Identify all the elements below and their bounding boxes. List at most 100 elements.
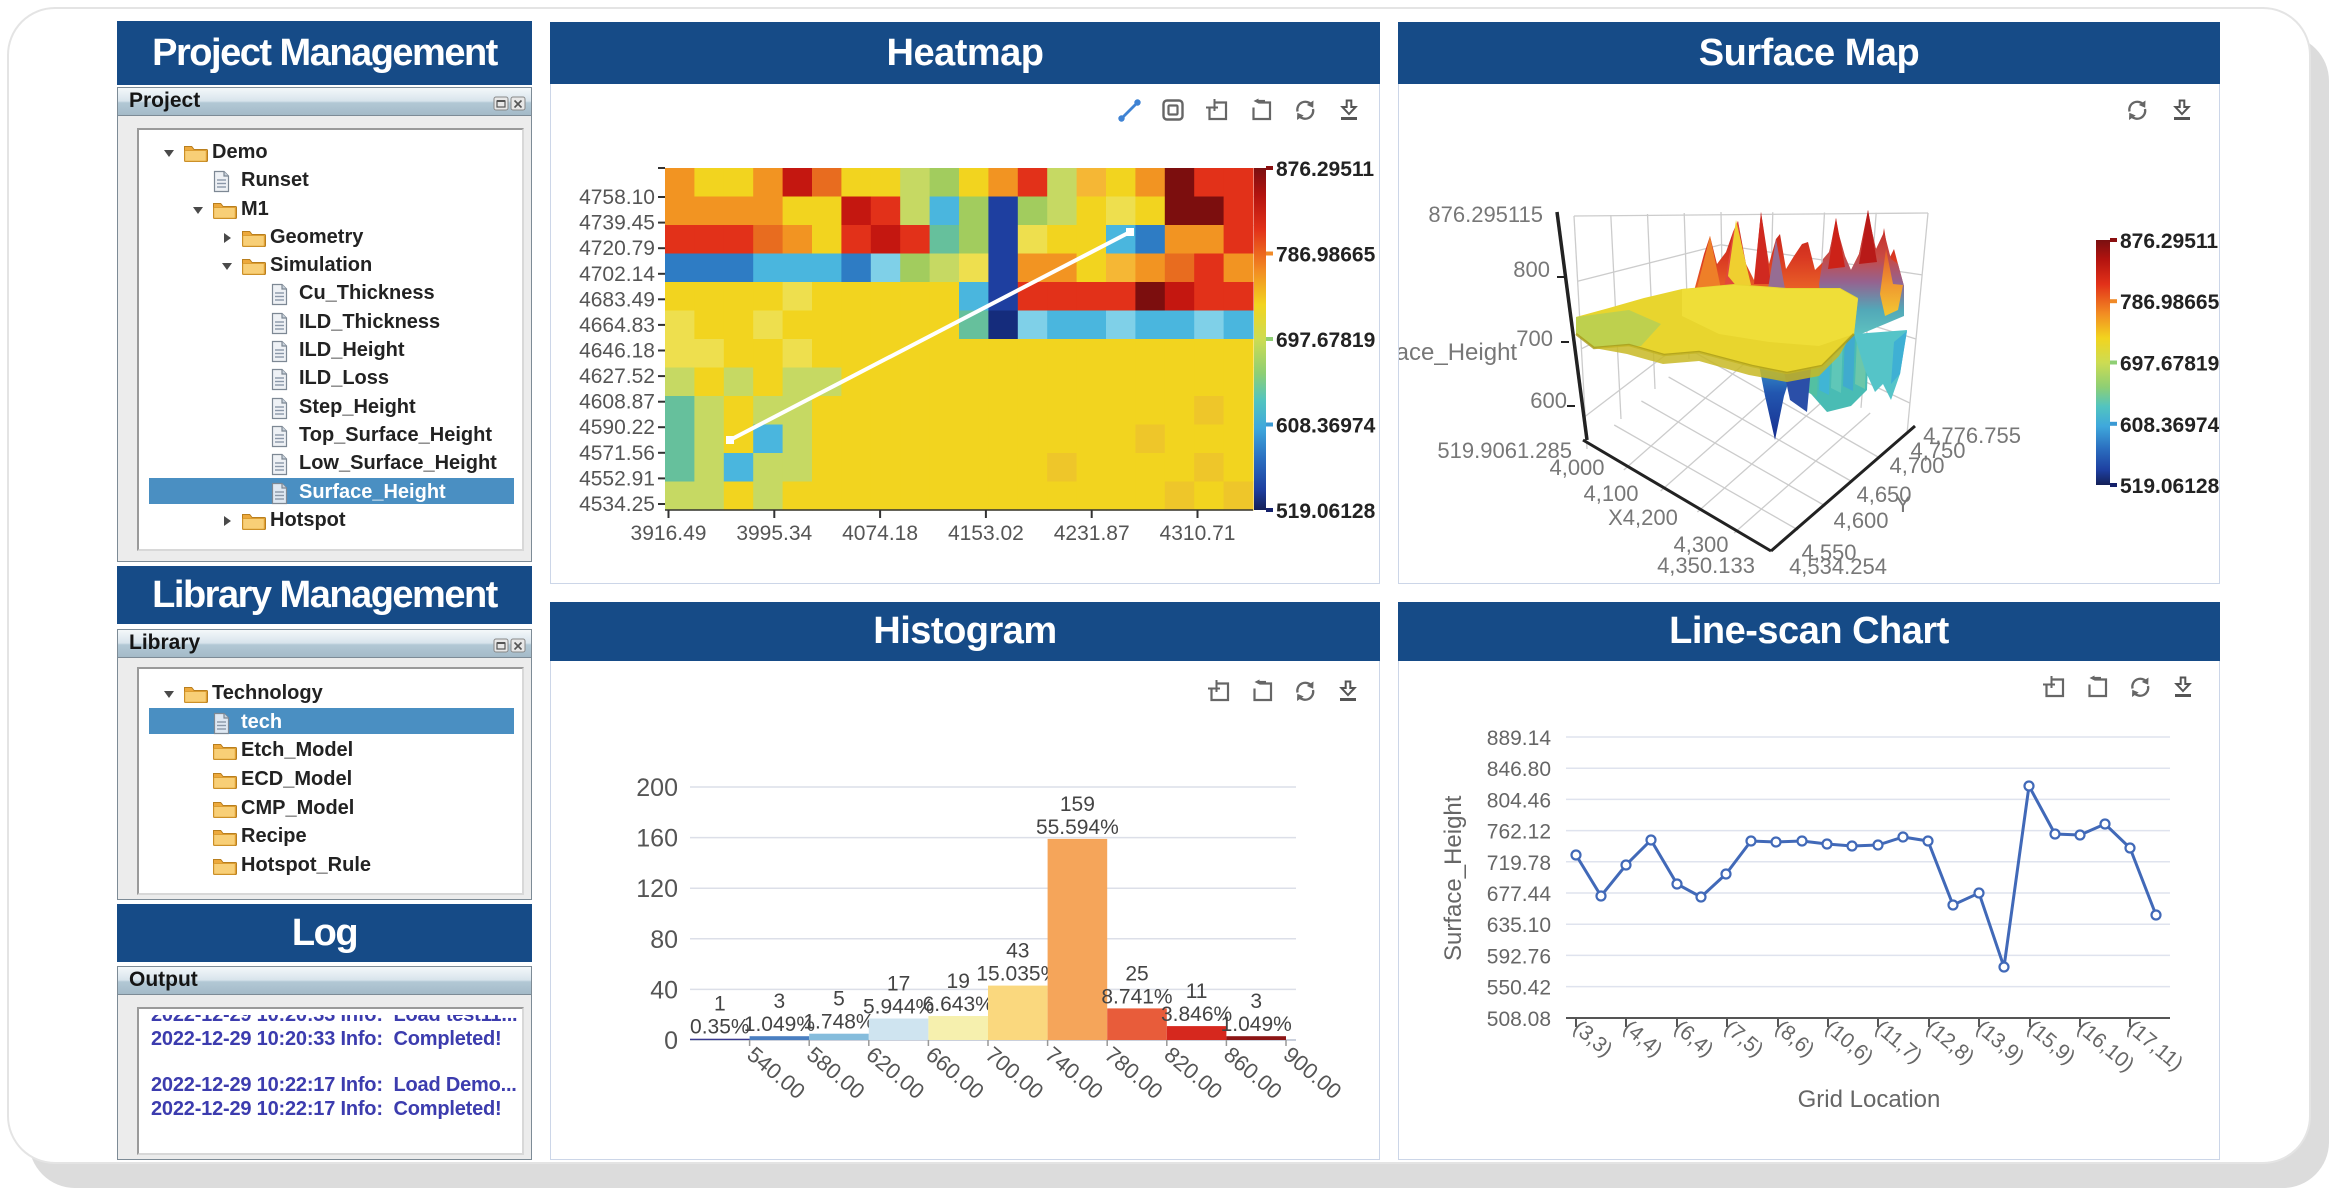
svg-text:4608.87: 4608.87: [579, 391, 655, 414]
svg-text:1.049%: 1.049%: [1221, 1013, 1292, 1036]
svg-text:4739.45: 4739.45: [579, 212, 655, 235]
svg-text:1.049%: 1.049%: [744, 1013, 815, 1036]
svg-text:40: 40: [650, 976, 678, 1004]
svg-text:160: 160: [636, 825, 678, 853]
svg-text:700.00: 700.00: [981, 1042, 1049, 1104]
svg-text:660.00: 660.00: [921, 1042, 989, 1104]
svg-text:900.00: 900.00: [1279, 1042, 1347, 1104]
svg-text:635.10: 635.10: [1487, 914, 1551, 937]
svg-text:740.00: 740.00: [1040, 1042, 1108, 1104]
svg-text:43: 43: [1006, 940, 1029, 963]
svg-text:620.00: 620.00: [862, 1042, 930, 1104]
svg-text:804.46: 804.46: [1487, 789, 1551, 812]
svg-text:889.14: 889.14: [1487, 727, 1552, 750]
svg-text:3: 3: [1250, 990, 1262, 1013]
svg-text:4534.25: 4534.25: [579, 493, 655, 516]
svg-text:4,534.254: 4,534.254: [1789, 554, 1887, 579]
svg-text:1.748%: 1.748%: [803, 1011, 874, 1034]
svg-text:820.00: 820.00: [1160, 1042, 1228, 1104]
svg-text:55.594%: 55.594%: [1036, 816, 1119, 839]
svg-text:X4,200: X4,200: [1608, 505, 1678, 530]
svg-text:550.42: 550.42: [1487, 977, 1551, 1000]
svg-text:4758.10: 4758.10: [579, 186, 655, 209]
svg-text:4,550: 4,550: [1801, 540, 1856, 565]
svg-text:1: 1: [714, 993, 726, 1016]
svg-text:4,350.133: 4,350.133: [1657, 553, 1755, 578]
svg-text:25: 25: [1125, 962, 1148, 985]
svg-text:876.29511: 876.29511: [1276, 158, 1374, 181]
svg-text:700: 700: [1516, 326, 1553, 351]
svg-text:17: 17: [887, 973, 910, 996]
svg-text:Y: Y: [1896, 492, 1911, 517]
svg-text:876.29511: 876.29511: [2120, 230, 2218, 253]
svg-text:608.36974: 608.36974: [2120, 414, 2220, 437]
svg-text:540.00: 540.00: [742, 1042, 810, 1104]
svg-text:4,100: 4,100: [1583, 481, 1638, 506]
svg-text:762.12: 762.12: [1487, 821, 1551, 844]
svg-text:677.44: 677.44: [1487, 883, 1552, 906]
svg-text:4153.02: 4153.02: [948, 522, 1024, 545]
svg-text:4590.22: 4590.22: [579, 416, 655, 439]
svg-text:4646.18: 4646.18: [579, 340, 655, 363]
svg-text:(11,7): (11,7): [1871, 1016, 1927, 1068]
svg-text:4310.71: 4310.71: [1160, 522, 1236, 545]
svg-text:4627.52: 4627.52: [579, 365, 655, 388]
svg-text:6.643%: 6.643%: [923, 993, 994, 1016]
svg-text:4074.18: 4074.18: [842, 522, 918, 545]
svg-text:(12,8): (12,8): [1922, 1016, 1979, 1069]
svg-text:3995.34: 3995.34: [736, 522, 812, 545]
svg-text:519.06128: 519.06128: [1276, 500, 1376, 523]
svg-text:0.35%: 0.35%: [690, 1016, 750, 1039]
svg-text:508.08: 508.08: [1487, 1008, 1551, 1031]
svg-text:786.98665: 786.98665: [2120, 291, 2220, 314]
svg-text:(13,9): (13,9): [1972, 1016, 2029, 1069]
svg-text:5: 5: [833, 988, 845, 1011]
svg-text:159: 159: [1060, 793, 1095, 816]
svg-text:519.9061.285: 519.9061.285: [1437, 438, 1572, 463]
svg-text:4,300: 4,300: [1673, 532, 1728, 557]
svg-text:800: 800: [1513, 257, 1550, 282]
svg-text:719.78: 719.78: [1487, 852, 1551, 875]
svg-text:4552.91: 4552.91: [579, 467, 655, 490]
svg-text:4231.87: 4231.87: [1054, 522, 1130, 545]
svg-text:600: 600: [1530, 388, 1567, 413]
svg-text:4720.79: 4720.79: [579, 237, 655, 260]
svg-text:4,776.755: 4,776.755: [1923, 423, 2021, 448]
svg-text:5.944%: 5.944%: [863, 996, 934, 1019]
svg-text:(15,9): (15,9): [2023, 1016, 2080, 1069]
svg-text:200: 200: [636, 774, 678, 802]
svg-text:4,750: 4,750: [1910, 438, 1965, 463]
svg-text:19: 19: [947, 970, 970, 993]
svg-text:608.36974: 608.36974: [1276, 415, 1376, 438]
svg-text:4,600: 4,600: [1833, 508, 1888, 533]
svg-text:580.00: 580.00: [802, 1042, 870, 1104]
svg-text:4,000: 4,000: [1549, 455, 1604, 480]
svg-text:846.80: 846.80: [1487, 758, 1551, 781]
svg-text:3916.49: 3916.49: [631, 522, 707, 545]
svg-text:4702.14: 4702.14: [579, 263, 655, 286]
svg-text:786.98665: 786.98665: [1276, 244, 1376, 267]
svg-text:Grid Location: Grid Location: [1798, 1086, 1941, 1113]
svg-text:8.741%: 8.741%: [1101, 985, 1172, 1008]
svg-text:4683.49: 4683.49: [579, 288, 655, 311]
svg-text:0: 0: [664, 1027, 678, 1055]
svg-text:4,650: 4,650: [1856, 482, 1911, 507]
svg-text:120: 120: [636, 875, 678, 903]
svg-text:(17,11): (17,11): [2123, 1016, 2188, 1075]
svg-text:(10,6): (10,6): [1821, 1016, 1878, 1069]
svg-text:592.76: 592.76: [1487, 945, 1551, 968]
svg-text:15.035%: 15.035%: [976, 963, 1059, 986]
svg-text:4664.83: 4664.83: [579, 314, 655, 337]
svg-text:780.00: 780.00: [1100, 1042, 1168, 1104]
svg-text:697.67819: 697.67819: [2120, 353, 2219, 376]
svg-text:3.846%: 3.846%: [1161, 1003, 1232, 1026]
svg-text:519.06128: 519.06128: [2120, 475, 2220, 498]
svg-text:4571.56: 4571.56: [579, 442, 655, 465]
svg-text:Surface_Height: Surface_Height: [1440, 795, 1467, 961]
svg-text:876.295115: 876.295115: [1428, 202, 1543, 227]
svg-text:4,700: 4,700: [1889, 453, 1944, 478]
svg-text:11: 11: [1186, 980, 1208, 1003]
svg-text:face_Height: face_Height: [1399, 339, 1517, 366]
svg-text:697.67819: 697.67819: [1276, 329, 1375, 352]
svg-text:860.00: 860.00: [1219, 1042, 1287, 1104]
